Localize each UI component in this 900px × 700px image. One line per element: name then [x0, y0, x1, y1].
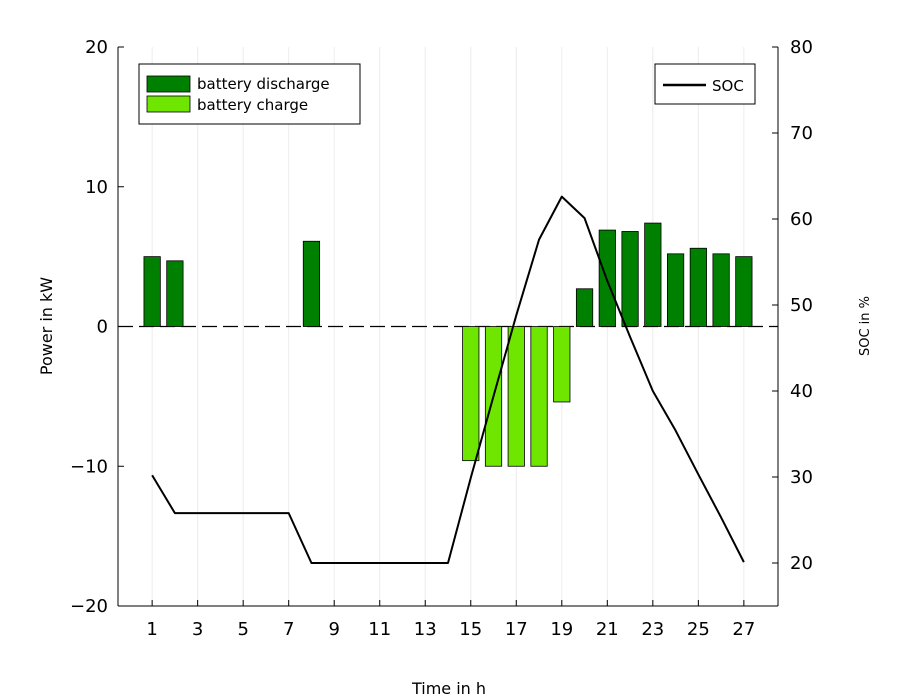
x-tick-label: 19	[550, 619, 573, 640]
legend-swatch-charge	[146, 95, 191, 113]
bar-charge	[507, 326, 525, 467]
bars	[143, 222, 753, 467]
bar-charge	[553, 326, 571, 403]
x-tick-label: 3	[192, 619, 203, 640]
x-tick-label: 7	[283, 619, 294, 640]
y2-tick-label: 60	[790, 209, 813, 230]
bar-discharge	[143, 256, 161, 327]
y-tick-label: 20	[85, 37, 108, 58]
y-tick-label: 10	[85, 177, 108, 198]
x-tick-label: 15	[459, 619, 482, 640]
legend-label-charge: battery charge	[197, 96, 308, 114]
x-tick-label: 11	[368, 619, 391, 640]
y2-tick-label: 80	[790, 37, 813, 58]
x-tick-label: 21	[596, 619, 619, 640]
x-tick-label: 23	[641, 619, 664, 640]
legend-left: battery discharge battery charge	[138, 63, 361, 125]
bar-discharge	[735, 256, 753, 327]
legend-label-discharge: battery discharge	[197, 75, 330, 93]
x-tick-label: 13	[414, 619, 437, 640]
x-axis-label: Time in h	[411, 679, 486, 698]
bar-charge	[530, 326, 548, 467]
y2-axis-label: SOC in %	[858, 296, 873, 356]
axis-ticks: 1 3 5 7 9 11 13 15 17 19 21 23 25 27−20−1001020203040…	[70, 37, 813, 640]
y2-tick-label: 50	[790, 295, 813, 316]
x-tick-label: 5	[237, 619, 248, 640]
y-tick-label: 0	[97, 317, 108, 338]
bar-discharge	[712, 253, 730, 327]
y-tick-label: −20	[70, 596, 108, 617]
y-axis-label: Power in kW	[37, 277, 56, 375]
soc-series-line	[151, 195, 745, 564]
y-tick-label: −10	[70, 456, 108, 477]
y2-tick-label: 30	[790, 467, 813, 488]
legend-left-box	[138, 63, 361, 125]
legend-swatch-discharge	[146, 75, 191, 93]
soc-line	[151, 195, 745, 564]
bar-discharge	[666, 253, 685, 327]
bar-charge	[462, 326, 480, 462]
bar-discharge	[621, 231, 639, 327]
y2-tick-label: 20	[790, 553, 813, 574]
x-tick-label: 9	[328, 619, 339, 640]
bar-discharge	[166, 260, 184, 327]
y2-tick-label: 40	[790, 381, 813, 402]
x-tick-label: 25	[687, 619, 710, 640]
bar-discharge	[302, 240, 321, 327]
bar-discharge	[644, 222, 662, 327]
bar-discharge	[689, 247, 707, 327]
legend-right: SOC	[654, 63, 756, 105]
legend-label-soc: SOC	[712, 77, 744, 95]
x-tick-label: 17	[505, 619, 528, 640]
x-tick-label: 27	[732, 619, 755, 640]
bar-discharge	[575, 288, 594, 327]
x-tick-label: 1	[146, 619, 157, 640]
y2-tick-label: 70	[790, 123, 813, 144]
